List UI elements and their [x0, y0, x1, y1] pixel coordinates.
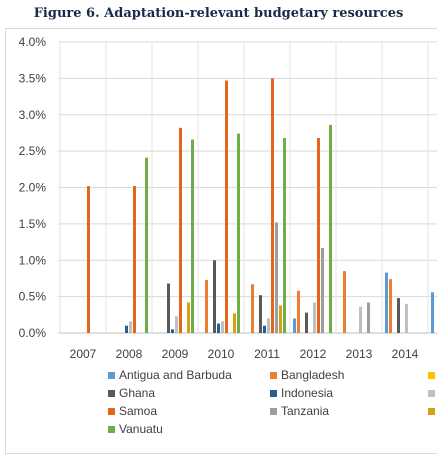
bar: [251, 284, 254, 333]
bar: [283, 138, 286, 333]
legend-swatch: [428, 408, 435, 415]
bar: [129, 321, 132, 333]
bar: [359, 306, 362, 333]
legend-label: Vanuatu: [119, 422, 163, 436]
bar: [213, 260, 216, 333]
legend-label: Antigua and Barbuda: [119, 368, 232, 382]
chart-area: [5, 28, 437, 454]
x-tick-label: 2011: [254, 347, 280, 361]
y-tick-label: 3.5%: [19, 71, 47, 85]
bar: [293, 318, 296, 333]
x-tick-label: 2009: [162, 347, 189, 361]
x-tick-label: 2010: [208, 347, 235, 361]
figure-title: Figure 6. Adaptation-relevant budgetary …: [33, 6, 404, 21]
bar: [297, 290, 300, 333]
legend-swatch: [108, 426, 115, 433]
bar: [405, 303, 408, 333]
bar: [221, 321, 224, 333]
bar: [187, 302, 190, 333]
bar: [191, 139, 194, 333]
bar: [343, 271, 346, 333]
bar: [233, 313, 236, 333]
bar: [397, 298, 400, 333]
bar: [133, 186, 136, 333]
y-tick-label: 1.5%: [19, 217, 47, 231]
bar: [171, 329, 174, 333]
legend-label: Indonesia: [281, 386, 333, 400]
bar: [237, 133, 240, 333]
bar: [367, 302, 370, 333]
legend-label: Tanzania: [281, 404, 329, 418]
y-tick-label: 0.5%: [19, 290, 47, 304]
legend-swatch: [108, 372, 115, 379]
bar: [279, 305, 282, 333]
legend-swatch: [428, 372, 435, 379]
legend-swatch: [108, 390, 115, 397]
legend-label: Samoa: [119, 404, 157, 418]
bar: [431, 292, 434, 333]
bar: [259, 295, 262, 333]
y-tick-label: 2.0%: [19, 181, 47, 195]
y-tick-label: 1.0%: [19, 253, 47, 267]
x-tick-label: 2012: [300, 347, 327, 361]
y-tick-label: 4.0%: [19, 35, 47, 49]
bar: [389, 279, 392, 333]
legend-label: Bangladesh: [281, 368, 344, 382]
bar: [179, 127, 182, 333]
x-tick-label: 2008: [116, 347, 143, 361]
x-tick-label: 2014: [392, 347, 419, 361]
legend-swatch: [270, 390, 277, 397]
bar: [225, 80, 228, 334]
legend-swatch: [108, 408, 115, 415]
bar: [167, 283, 170, 333]
x-tick-label: 2013: [346, 347, 373, 361]
y-tick-label: 3.0%: [19, 108, 47, 122]
bar: [217, 323, 220, 333]
bar: [125, 325, 128, 333]
bar: [205, 279, 208, 333]
bar: [87, 186, 90, 333]
y-tick-label: 0.0%: [19, 326, 47, 340]
bar: [317, 138, 320, 333]
legend-swatch: [270, 372, 277, 379]
bar: [385, 272, 388, 333]
y-tick-label: 2.5%: [19, 144, 47, 158]
bar: [267, 318, 270, 333]
legend-swatch: [428, 390, 435, 397]
bar: [321, 247, 324, 333]
bar: [329, 124, 332, 333]
x-tick-label: 2007: [70, 347, 97, 361]
legend-swatch: [270, 408, 277, 415]
bar: [313, 302, 316, 333]
bar: [275, 222, 278, 333]
bar: [305, 312, 308, 333]
bar: [271, 78, 274, 333]
bar: [145, 157, 148, 333]
bar: [263, 325, 266, 333]
bar: [175, 316, 178, 333]
legend-label: Ghana: [119, 386, 155, 400]
